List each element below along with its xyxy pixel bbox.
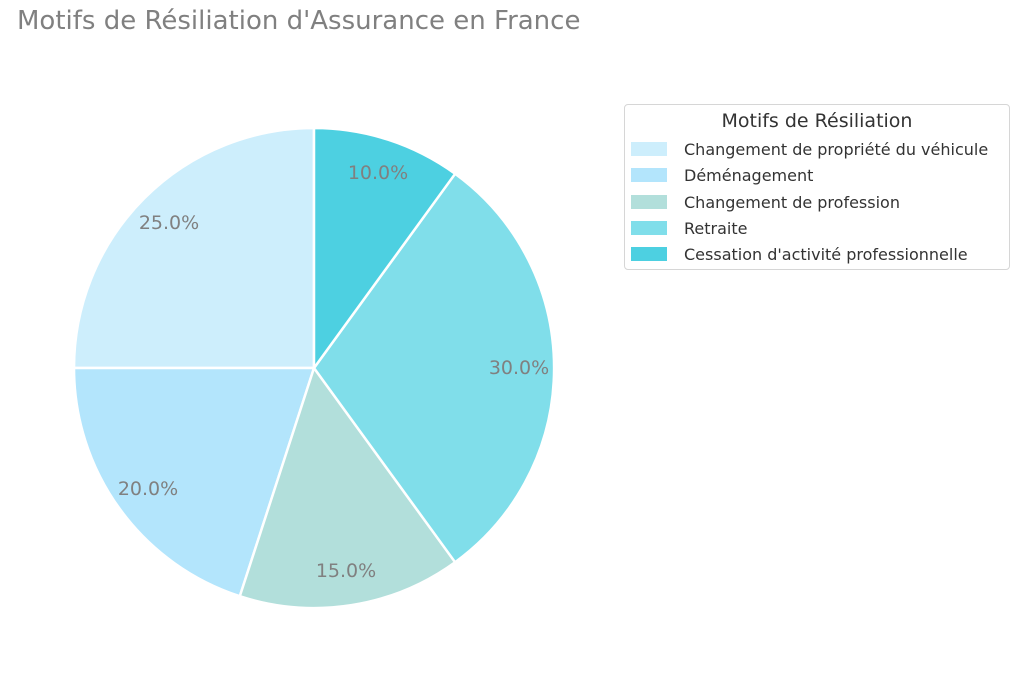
legend-swatch (631, 221, 667, 235)
legend-item-changement-propriete[interactable]: Changement de propriété du véhicule (631, 138, 988, 160)
pie-slice-demenagement[interactable] (72, 366, 316, 598)
legend-label: Cessation d'activité professionnelle (684, 244, 968, 264)
slice-label-cessation: 10.0% (348, 162, 408, 184)
pie-slice-retraite[interactable] (312, 172, 556, 564)
legend-title: Motifs de Résiliation (721, 110, 913, 132)
slice-label-demenagement: 20.0% (118, 478, 178, 500)
pie-slice-changement-profession[interactable] (238, 366, 457, 610)
chart-title: Motifs de Résiliation d'Assurance en Fra… (17, 6, 581, 36)
legend-item-retraite[interactable]: Retraite (631, 217, 747, 239)
legend-swatch (631, 195, 667, 209)
pie-slice-changement-propriete[interactable] (72, 126, 316, 370)
legend-label: Déménagement (684, 165, 814, 185)
legend-label: Retraite (684, 218, 748, 238)
legend-label: Changement de propriété du véhicule (684, 139, 989, 159)
legend-item-cessation[interactable]: Cessation d'activité professionnelle (631, 243, 968, 265)
slice-label-changement-profession: 15.0% (316, 560, 376, 582)
legend-label: Changement de profession (684, 192, 900, 212)
legend-item-changement-profession[interactable]: Changement de profession (631, 191, 900, 213)
legend-swatch (631, 142, 667, 156)
legend-swatch (631, 247, 667, 261)
legend-item-demenagement[interactable]: Déménagement (631, 164, 813, 186)
slice-label-retraite: 30.0% (489, 357, 549, 379)
legend-swatch (631, 168, 667, 182)
legend: Motifs de Résiliation Changement de prop… (624, 104, 1010, 270)
pie-slice-cessation[interactable] (312, 126, 457, 370)
slice-label-changement-propriete: 25.0% (139, 212, 199, 234)
